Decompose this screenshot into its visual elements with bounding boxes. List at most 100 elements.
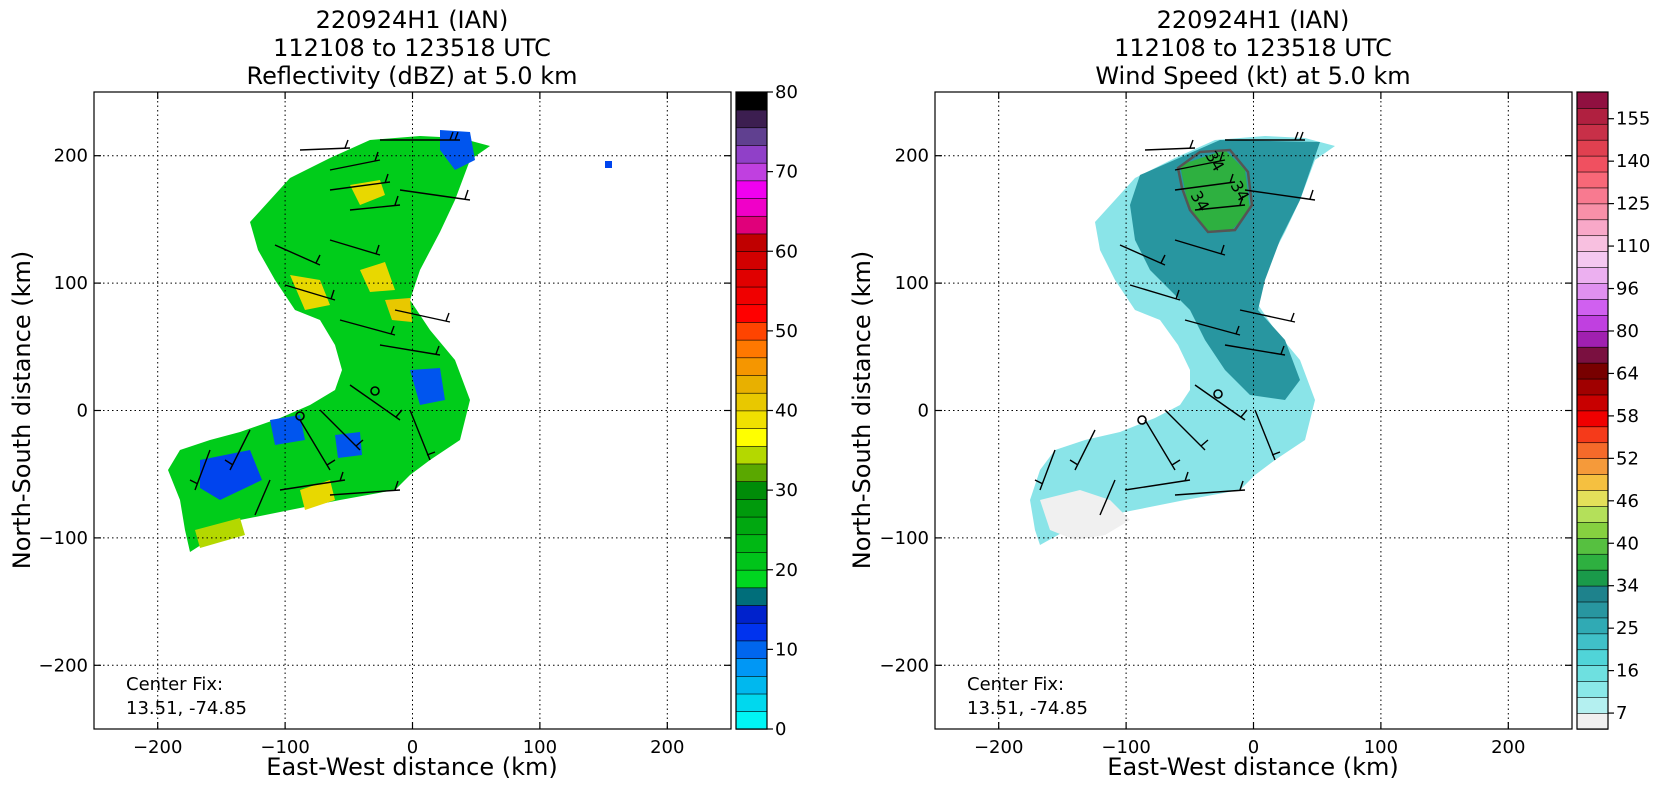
reflectivity-wind-barb <box>224 429 251 471</box>
wind-speed-colorbar-cell <box>1576 330 1609 348</box>
wind-speed-colorbar-cell <box>1576 585 1609 603</box>
reflectivity-colorbar-tick-label: 30 <box>775 480 798 501</box>
wind-speed-colorbar-cell <box>1576 457 1609 475</box>
reflectivity-colorbar-cell <box>735 516 768 536</box>
wind-speed-wind-barb <box>1099 479 1116 516</box>
reflectivity-colorbar-cell <box>735 109 768 129</box>
reflectivity-x-tick-label: 100 <box>523 737 557 758</box>
reflectivity-title: 220924H1 (IAN) 112108 to 123518 UTC Refl… <box>247 6 578 90</box>
wind-speed-band-lightest <box>1040 490 1130 540</box>
reflectivity-wind-barb <box>399 189 471 201</box>
reflectivity-wind-barb <box>299 419 336 471</box>
wind-speed-colorbar-tick-label: 110 <box>1616 236 1650 257</box>
reflectivity-colorbar-tick-label: 50 <box>775 321 798 342</box>
wind-speed-colorbar-cell <box>1576 633 1609 651</box>
wind-speed-wind-barb <box>1224 344 1286 356</box>
wind-speed-colorbar-cell <box>1576 187 1609 205</box>
reflectivity-colorbar-cell <box>735 304 768 323</box>
reflectivity-colorbar-cell <box>735 675 768 695</box>
wind-speed-colorbar-cell <box>1576 362 1609 380</box>
reflectivity-x-axis-label: East-West distance (km) <box>266 753 557 781</box>
reflectivity-wind-barb <box>254 479 271 516</box>
reflectivity-colorbar-cell <box>735 622 768 642</box>
wind-speed-wind-barb <box>1164 409 1209 451</box>
wind-speed-colorbar-tick-label: 64 <box>1616 363 1639 384</box>
wind-speed-colorbar-cell <box>1576 250 1609 268</box>
reflectivity-colorbar-cell <box>735 144 768 164</box>
reflectivity-plot-area: Center Fix: 13.51, -74.85 −200 −100 0 100 20… <box>39 91 732 758</box>
wind-speed-colorbar-tick-label: 34 <box>1616 576 1639 597</box>
wind-speed-colorbar-cell <box>1576 537 1609 555</box>
wind-speed-wind-barb <box>1069 429 1096 471</box>
reflectivity-colorbar-cell <box>735 233 768 252</box>
reflectivity-wind-barb <box>329 480 401 496</box>
reflectivity-colorbar-cell <box>735 587 768 606</box>
wind-speed-colorbar-cell <box>1576 553 1609 571</box>
wind-speed-colorbar-cell <box>1576 394 1609 412</box>
wind-speed-colorbar-tick-label: 155 <box>1616 109 1650 130</box>
wind-speed-x-axis-label: East-West distance (km) <box>1107 753 1398 781</box>
reflectivity-title-line-2: 112108 to 123518 UTC <box>273 34 551 62</box>
reflectivity-title-line-1: 220924H1 (IAN) <box>316 6 509 34</box>
wind-speed-colorbar-tick-label: 58 <box>1616 406 1639 427</box>
wind-speed-colorbar-cell <box>1576 314 1609 332</box>
reflectivity-colorbar-cell <box>735 410 768 429</box>
wind-speed-colorbar-cell <box>1576 680 1609 698</box>
reflectivity-x-tick-label: 0 <box>407 737 418 758</box>
wind-speed-wind-barb <box>1239 309 1296 323</box>
wind-speed-colorbar-tick-label: 96 <box>1616 279 1639 300</box>
reflectivity-center-fix-label: Center Fix: <box>126 674 223 695</box>
wind-speed-wind-barb <box>1194 384 1248 421</box>
reflectivity-colorbar-cell <box>735 534 768 553</box>
wind-speed-wind-barb <box>1184 319 1241 336</box>
reflectivity-x-tick-label: 200 <box>650 737 684 758</box>
wind-speed-wind-barb <box>1174 480 1246 496</box>
wind-speed-y-tick-label: −200 <box>880 655 929 676</box>
wind-speed-wind-barb <box>1254 409 1281 461</box>
wind-speed-band-teal <box>1130 140 1320 400</box>
wind-speed-colorbar-cell <box>1576 298 1609 316</box>
reflectivity-y-tick-label: 200 <box>54 146 88 167</box>
wind-speed-colorbar-tick-label: 140 <box>1616 151 1650 172</box>
wind-speed-colorbar-tick-label: 40 <box>1616 533 1639 554</box>
wind-speed-colorbar-cell <box>1576 378 1609 396</box>
reflectivity-colorbar-cell <box>735 463 768 482</box>
wind-speed-colorbar-cell <box>1576 601 1609 619</box>
reflectivity-center-marker-1 <box>295 411 305 421</box>
reflectivity-echo-core-yellow-5 <box>300 480 335 510</box>
wind-speed-wind-barb <box>1174 239 1226 256</box>
wind-speed-wind-barb <box>1124 471 1191 491</box>
wind-speed-colorbar-cell <box>1576 91 1609 109</box>
reflectivity-colorbar-tick-label: 0 <box>775 719 786 740</box>
wind-speed-colorbar-cell <box>1576 123 1609 141</box>
reflectivity-colorbar-cell <box>735 250 768 270</box>
reflectivity-colorbar-cell <box>735 711 768 730</box>
wind-speed-y-ticks: −200 −100 0 100 200 <box>880 146 1572 676</box>
reflectivity-x-tick-label: −100 <box>260 737 309 758</box>
wind-speed-y-tick-label: −100 <box>880 528 929 549</box>
wind-speed-colorbar-tick-label: 80 <box>1616 321 1639 342</box>
wind-speed-colorbar-cell <box>1576 617 1609 635</box>
reflectivity-y-axis-label: North-South distance (km) <box>8 251 36 570</box>
reflectivity-colorbar-tick-label: 80 <box>775 82 798 103</box>
wind-speed-colorbar-cell <box>1576 426 1609 444</box>
wind-speed-colorbar-cell <box>1576 712 1609 730</box>
wind-speed-wind-barbs <box>1034 131 1316 516</box>
wind-speed-colorbar: 7 16 25 34 40 46 52 58 64 80 96 110 125 140 155 <box>1576 91 1650 730</box>
reflectivity-colorbar-cell <box>735 268 768 288</box>
reflectivity-wind-barb <box>274 244 321 266</box>
reflectivity-wind-barbs <box>189 131 471 516</box>
reflectivity-center-fix-value: 13.51, -74.85 <box>126 698 247 719</box>
wind-speed-title: 220924H1 (IAN) 112108 to 123518 UTC Wind… <box>1095 6 1410 90</box>
reflectivity-x-tick-label: −200 <box>133 737 182 758</box>
wind-speed-colorbar-cell <box>1576 442 1609 459</box>
reflectivity-wind-barb <box>189 449 211 491</box>
wind-speed-colorbar-cell <box>1576 282 1609 300</box>
reflectivity-y-tick-label: 0 <box>77 401 88 422</box>
wind-speed-colorbar-cell <box>1576 219 1609 237</box>
reflectivity-wind-barb <box>329 151 381 171</box>
reflectivity-colorbar-cell <box>735 445 768 465</box>
wind-speed-x-tick-label: 0 <box>1248 737 1259 758</box>
reflectivity-colorbar-cell <box>735 127 768 146</box>
